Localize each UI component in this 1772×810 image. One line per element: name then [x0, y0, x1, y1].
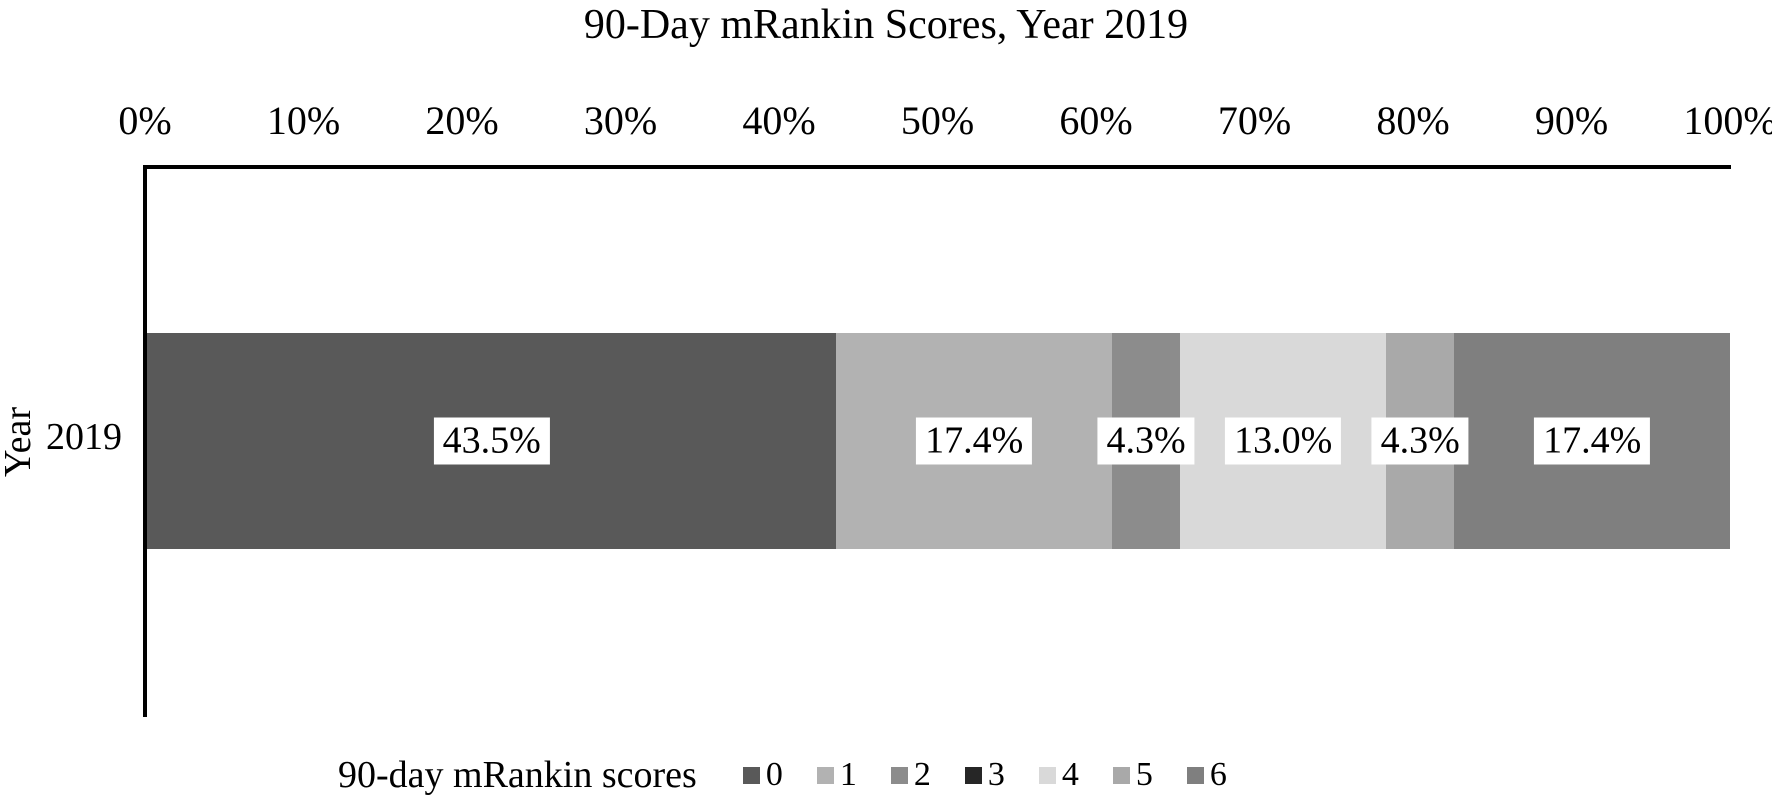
legend-swatch-icon	[890, 766, 908, 784]
legend-item-4: 4	[1038, 756, 1079, 793]
legend-item-label: 6	[1209, 756, 1227, 793]
bar-segment-data-label: 4.3%	[1371, 417, 1469, 465]
legend-item-5: 5	[1112, 756, 1153, 793]
legend-item-label: 1	[839, 756, 857, 793]
legend-swatch-icon	[742, 766, 760, 784]
legend-swatch-icon	[816, 766, 834, 784]
y-category-label: 2019	[46, 416, 122, 458]
x-tick-label: 0%	[118, 98, 172, 143]
legend-item-2: 2	[890, 756, 931, 793]
x-tick-label: 30%	[583, 98, 658, 143]
bar-segment-data-label: 17.4%	[1534, 417, 1651, 465]
legend-item-label: 5	[1135, 756, 1153, 793]
bar-segment-1: 17.4%	[836, 333, 1113, 549]
bar-segment-2: 4.3%	[1097, 333, 1195, 549]
legend-swatch-icon	[1112, 766, 1130, 784]
legend-item-6: 6	[1186, 756, 1227, 793]
legend-swatch-icon	[1186, 766, 1204, 784]
legend-item-label: 0	[765, 756, 783, 793]
x-tick-label: 10%	[266, 98, 341, 143]
x-tick-label: 100%	[1683, 98, 1772, 143]
bar-segment-4: 13.0%	[1180, 333, 1387, 549]
legend-item-0: 0	[742, 756, 783, 793]
x-tick-label: 20%	[425, 98, 499, 143]
x-tick-label: 80%	[1376, 98, 1450, 143]
legend-item-label: 2	[913, 756, 931, 793]
x-tick-label: 40%	[742, 98, 816, 143]
legend: 90-day mRankin scores 0 1 2 3 4 5 6	[338, 746, 1227, 804]
bar-segment-data-label: 4.3%	[1097, 417, 1195, 465]
bar-segment-6: 17.4%	[1454, 333, 1731, 549]
bar-segment-data-label: 17.4%	[916, 417, 1033, 465]
x-tick-label: 70%	[1217, 98, 1292, 143]
chart-title: 90-Day mRankin Scores, Year 2019	[583, 2, 1189, 48]
bar-segment-5: 4.3%	[1371, 333, 1469, 549]
legend-items: 0 1 2 3 4 5 6	[742, 756, 1227, 793]
legend-item-label: 4	[1061, 756, 1079, 793]
legend-item-label: 3	[987, 756, 1005, 793]
x-tick-label: 60%	[1059, 98, 1133, 143]
y-axis-line	[143, 165, 147, 717]
legend-swatch-icon	[1038, 766, 1056, 784]
x-axis-line	[143, 165, 1731, 169]
legend-swatch-icon	[964, 766, 982, 784]
legend-item-3: 3	[964, 756, 1005, 793]
legend-item-1: 1	[816, 756, 857, 793]
bar-segment-data-label: 43.5%	[433, 417, 550, 465]
bar-segment-0: 43.5%	[147, 333, 837, 549]
x-tick-label: 50%	[900, 98, 975, 143]
x-tick-label: 90%	[1534, 98, 1609, 143]
stacked-bar: 43.5% 17.4% 4.3% 13.0% 4.3% 17.4%	[147, 333, 1731, 549]
legend-title: 90-day mRankin scores	[338, 754, 697, 796]
bar-segment-data-label: 13.0%	[1225, 417, 1342, 465]
